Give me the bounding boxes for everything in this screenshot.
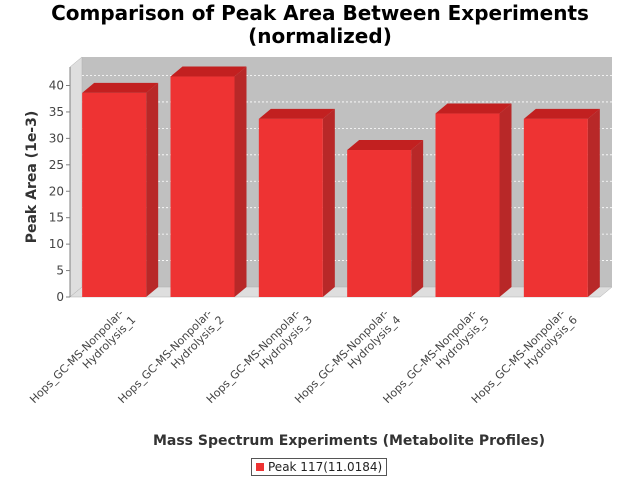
bar (523, 108, 600, 297)
y-axis-title: Peak Area (1e-3) (24, 111, 40, 244)
bar-front (258, 118, 323, 297)
y-tick-label: 15 (49, 211, 64, 225)
y-tick-label: 20 (49, 184, 64, 198)
bar-top (347, 140, 424, 151)
legend-label: Peak 117(11.0184) (268, 460, 383, 474)
y-tick-label: 0 (56, 290, 64, 304)
bar-front (523, 118, 588, 297)
legend-swatch (256, 463, 264, 471)
bar (258, 108, 335, 297)
y-tick-label: 10 (49, 237, 64, 251)
plot-back-wall (82, 57, 612, 287)
bar-top (170, 66, 247, 77)
bar-front (435, 113, 500, 297)
bar-side (146, 82, 159, 297)
plot-side-wall (69, 56, 83, 298)
y-tick-label: 25 (49, 158, 64, 172)
bar-side (499, 103, 512, 297)
y-tick-label: 35 (49, 105, 64, 119)
bar-front (82, 92, 147, 297)
chart-title-line-1: Comparison of Peak Area Between Experime… (51, 1, 589, 25)
bar-side (587, 108, 600, 297)
legend: Peak 117(11.0184) (251, 458, 388, 476)
x-axis-title: Mass Spectrum Experiments (Metabolite Pr… (153, 433, 545, 449)
bar (347, 140, 424, 297)
y-tick-label: 5 (56, 264, 64, 278)
y-tick-label: 40 (49, 79, 64, 93)
bar (170, 66, 247, 297)
bar-top (258, 108, 335, 119)
bar-front (170, 76, 235, 297)
x-tick-label-line: Hops_GC-MS-Nonpolar- (27, 307, 126, 406)
bar (435, 103, 512, 297)
bar (82, 82, 159, 297)
bar-top (82, 82, 159, 93)
bar-front (347, 150, 412, 297)
chart-title-line-2: (normalized) (248, 24, 392, 48)
bar-side (234, 66, 247, 297)
bar-side (322, 108, 335, 297)
bar-top (435, 103, 512, 114)
bar-side (411, 140, 424, 297)
chart-title: Comparison of Peak Area Between Experime… (0, 2, 640, 48)
bar-top (523, 108, 600, 119)
y-tick-label: 30 (49, 131, 64, 145)
